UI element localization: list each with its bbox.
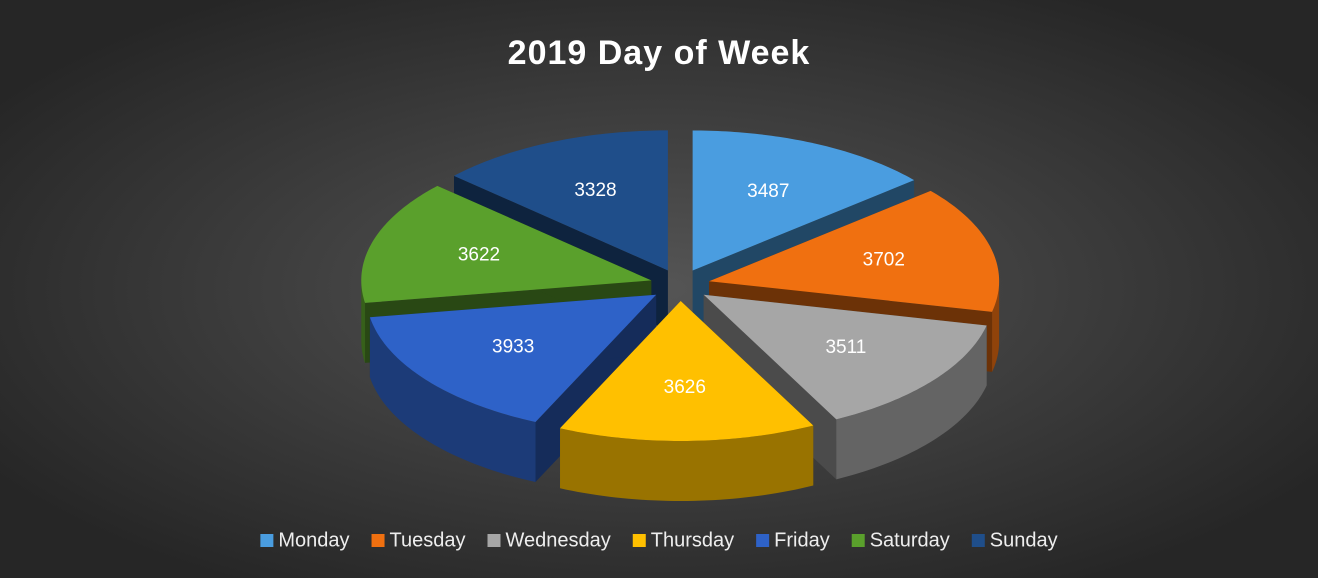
slice-wall	[560, 425, 814, 501]
legend-item: Saturday	[851, 529, 950, 551]
data-label: 3328	[574, 180, 616, 201]
slice	[361, 185, 652, 303]
slice	[454, 130, 668, 271]
chart-title: 2019 Day of Week	[508, 34, 811, 72]
legend-label: Sunday	[990, 529, 1058, 551]
slice	[709, 190, 1000, 312]
legend-item: Thursday	[632, 529, 734, 551]
legend-label: Wednesday	[506, 529, 611, 551]
pie: 3487 3702 3511 3626 3933 3622 3328	[361, 130, 1000, 501]
slice	[692, 130, 915, 271]
legend-item: Tuesday	[371, 529, 466, 551]
legend-swatch	[487, 534, 501, 547]
legend-label: Thursday	[651, 529, 734, 551]
legend-swatch	[756, 534, 770, 547]
legend-item: Sunday	[971, 529, 1058, 551]
slice	[703, 294, 987, 420]
legend-item: Friday	[756, 529, 830, 551]
data-label: 3702	[863, 250, 905, 271]
slice-wall	[361, 280, 366, 363]
data-label: 3511	[825, 337, 866, 358]
slice-wall	[992, 281, 1000, 372]
data-label: 3622	[458, 245, 500, 266]
slice	[369, 294, 657, 423]
legend: Monday Tuesday Wednesday Thursday Friday Satu…	[260, 529, 1058, 551]
legend-swatch	[971, 534, 985, 547]
legend-swatch	[851, 534, 865, 547]
legend-label: Tuesday	[390, 529, 466, 551]
data-label: 3626	[664, 377, 706, 398]
legend-item: Monday	[260, 529, 350, 551]
legend-swatch	[632, 534, 646, 547]
legend-label: Saturday	[870, 529, 950, 551]
slice-wall	[369, 317, 536, 483]
legend-swatch	[371, 534, 385, 547]
legend-label: Friday	[774, 529, 830, 551]
data-label: 3933	[492, 336, 534, 357]
data-label: 3487	[747, 181, 789, 202]
slice-wall	[836, 325, 987, 480]
legend-item: Wednesday	[487, 529, 611, 551]
legend-label: Monday	[278, 529, 349, 551]
legend-swatch	[260, 534, 274, 547]
slice	[560, 300, 814, 441]
